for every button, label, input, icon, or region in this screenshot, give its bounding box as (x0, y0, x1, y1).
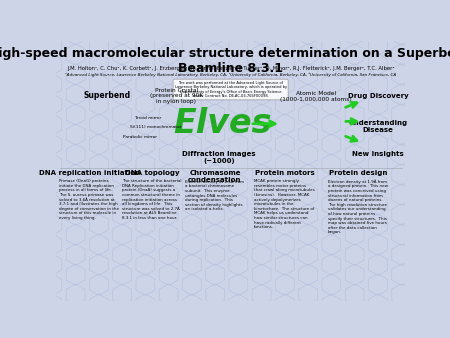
Text: The work was performed at the Advanced Light Source of
Lawrence Berkeley Nationa: The work was performed at the Advanced L… (175, 80, 287, 98)
Text: Understanding
Disease: Understanding Disease (348, 120, 407, 133)
Text: Toroid mirror: Toroid mirror (134, 116, 161, 120)
Text: Protein motors: Protein motors (255, 170, 315, 176)
Text: Protein design: Protein design (329, 170, 387, 176)
Text: Electron density at 1.9Å from
a designed protein.  This new
protein was conceive: Electron density at 1.9Å from a designed… (328, 179, 388, 234)
Text: J.M. Holton¹, C. Chu², K. Corbett², J. Erzberger², R. Fennel-Fezzie², J. Turner²: J.M. Holton¹, C. Chu², K. Corbett², J. E… (67, 66, 394, 71)
Text: DNA topology: DNA topology (125, 170, 180, 176)
Text: Si(111) monochromator: Si(111) monochromator (130, 125, 181, 129)
Text: DNA replication initiation: DNA replication initiation (39, 170, 140, 176)
Text: MCAK protein strongly
resembles motor proteins
that crawl along microtubules
(ki: MCAK protein strongly resembles motor pr… (254, 179, 315, 229)
Text: Drug Discovery: Drug Discovery (347, 93, 408, 99)
Text: ¹Advanced Light Source, Lawrence Berkeley National Laboratory, Berkeley, CA, ²Un: ¹Advanced Light Source, Lawrence Berkele… (65, 72, 396, 77)
Text: New insights: New insights (352, 151, 404, 157)
Text: Protein Crystal
(preserved at 90K
in nylon loop): Protein Crystal (preserved at 90K in nyl… (150, 88, 203, 104)
Text: Chromasome
condensation: Chromasome condensation (188, 170, 242, 183)
Text: Electron density at 2.5Å from
a bacterial chromosome
subunit.  This enzyme
untan: Electron density at 2.5Å from a bacteria… (185, 179, 244, 211)
Text: The structure of the bacterial
DNA Replication initiation
protein (DnaA) suggest: The structure of the bacterial DNA Repli… (122, 179, 182, 220)
Text: Superbend: Superbend (83, 91, 130, 100)
Text: Parabolic mirror: Parabolic mirror (123, 135, 157, 139)
Text: Diffraction Images
(~1000): Diffraction Images (~1000) (182, 151, 256, 164)
Text: High-speed macromolecular structure determination on a Superbend
Beamline 8.3.1: High-speed macromolecular structure dete… (0, 47, 450, 75)
Text: Elves: Elves (174, 107, 272, 140)
Text: Primase (DnaG) proteins
initiate the DNA replication
process in all forms of lif: Primase (DnaG) proteins initiate the DNA… (59, 179, 119, 220)
Text: Atomic Model
(1000-1,000,000 atoms): Atomic Model (1000-1,000,000 atoms) (280, 91, 352, 102)
